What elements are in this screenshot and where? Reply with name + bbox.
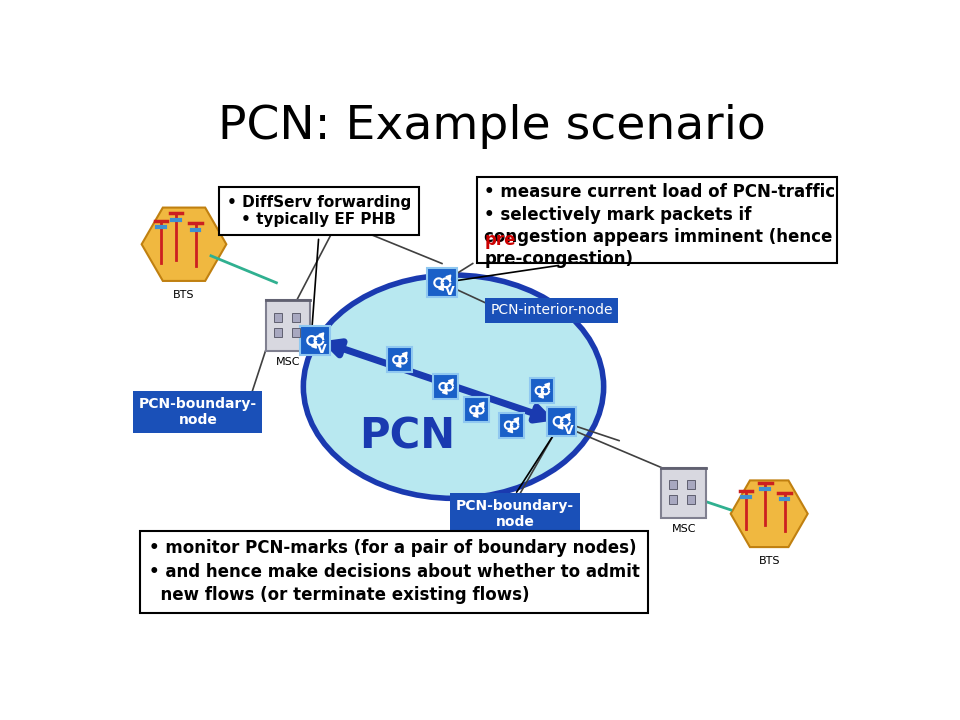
Bar bbox=[687, 480, 695, 489]
Text: V: V bbox=[318, 343, 327, 356]
Text: MSC: MSC bbox=[671, 523, 696, 534]
Text: PCN-boundary-
node: PCN-boundary- node bbox=[456, 499, 574, 529]
Text: • DiffServ forwarding
• typically EF PHB: • DiffServ forwarding • typically EF PHB bbox=[227, 195, 411, 228]
Text: PCN-boundary-
node: PCN-boundary- node bbox=[139, 397, 257, 427]
FancyBboxPatch shape bbox=[530, 378, 554, 403]
FancyBboxPatch shape bbox=[546, 407, 576, 436]
Text: V: V bbox=[444, 285, 454, 298]
FancyBboxPatch shape bbox=[661, 467, 706, 518]
Text: pre: pre bbox=[484, 231, 516, 249]
Ellipse shape bbox=[303, 275, 604, 498]
Bar bbox=[274, 328, 281, 337]
Text: BTS: BTS bbox=[173, 290, 195, 300]
Text: BTS: BTS bbox=[758, 556, 780, 566]
Text: PCN: Example scenario: PCN: Example scenario bbox=[218, 104, 766, 149]
FancyBboxPatch shape bbox=[465, 397, 489, 422]
Bar bbox=[687, 495, 695, 504]
Text: • measure current load of PCN-traffic
• selectively mark packets if
congestion a: • measure current load of PCN-traffic • … bbox=[484, 184, 835, 268]
Text: PCN-interior-node: PCN-interior-node bbox=[491, 303, 612, 318]
Bar bbox=[292, 328, 300, 337]
FancyBboxPatch shape bbox=[476, 177, 837, 264]
FancyBboxPatch shape bbox=[427, 268, 457, 297]
Text: PCN: PCN bbox=[359, 415, 455, 458]
FancyBboxPatch shape bbox=[434, 374, 458, 399]
Text: • monitor PCN-marks (for a pair of boundary nodes)
• and hence make decisions ab: • monitor PCN-marks (for a pair of bound… bbox=[149, 539, 639, 604]
Text: V: V bbox=[564, 423, 573, 436]
FancyBboxPatch shape bbox=[266, 300, 310, 351]
Bar bbox=[669, 480, 678, 489]
Bar bbox=[669, 495, 678, 504]
Bar bbox=[292, 313, 300, 322]
Text: MSC: MSC bbox=[276, 356, 300, 366]
FancyBboxPatch shape bbox=[499, 413, 523, 438]
Bar bbox=[274, 313, 281, 322]
FancyBboxPatch shape bbox=[300, 326, 329, 355]
FancyBboxPatch shape bbox=[387, 348, 412, 372]
